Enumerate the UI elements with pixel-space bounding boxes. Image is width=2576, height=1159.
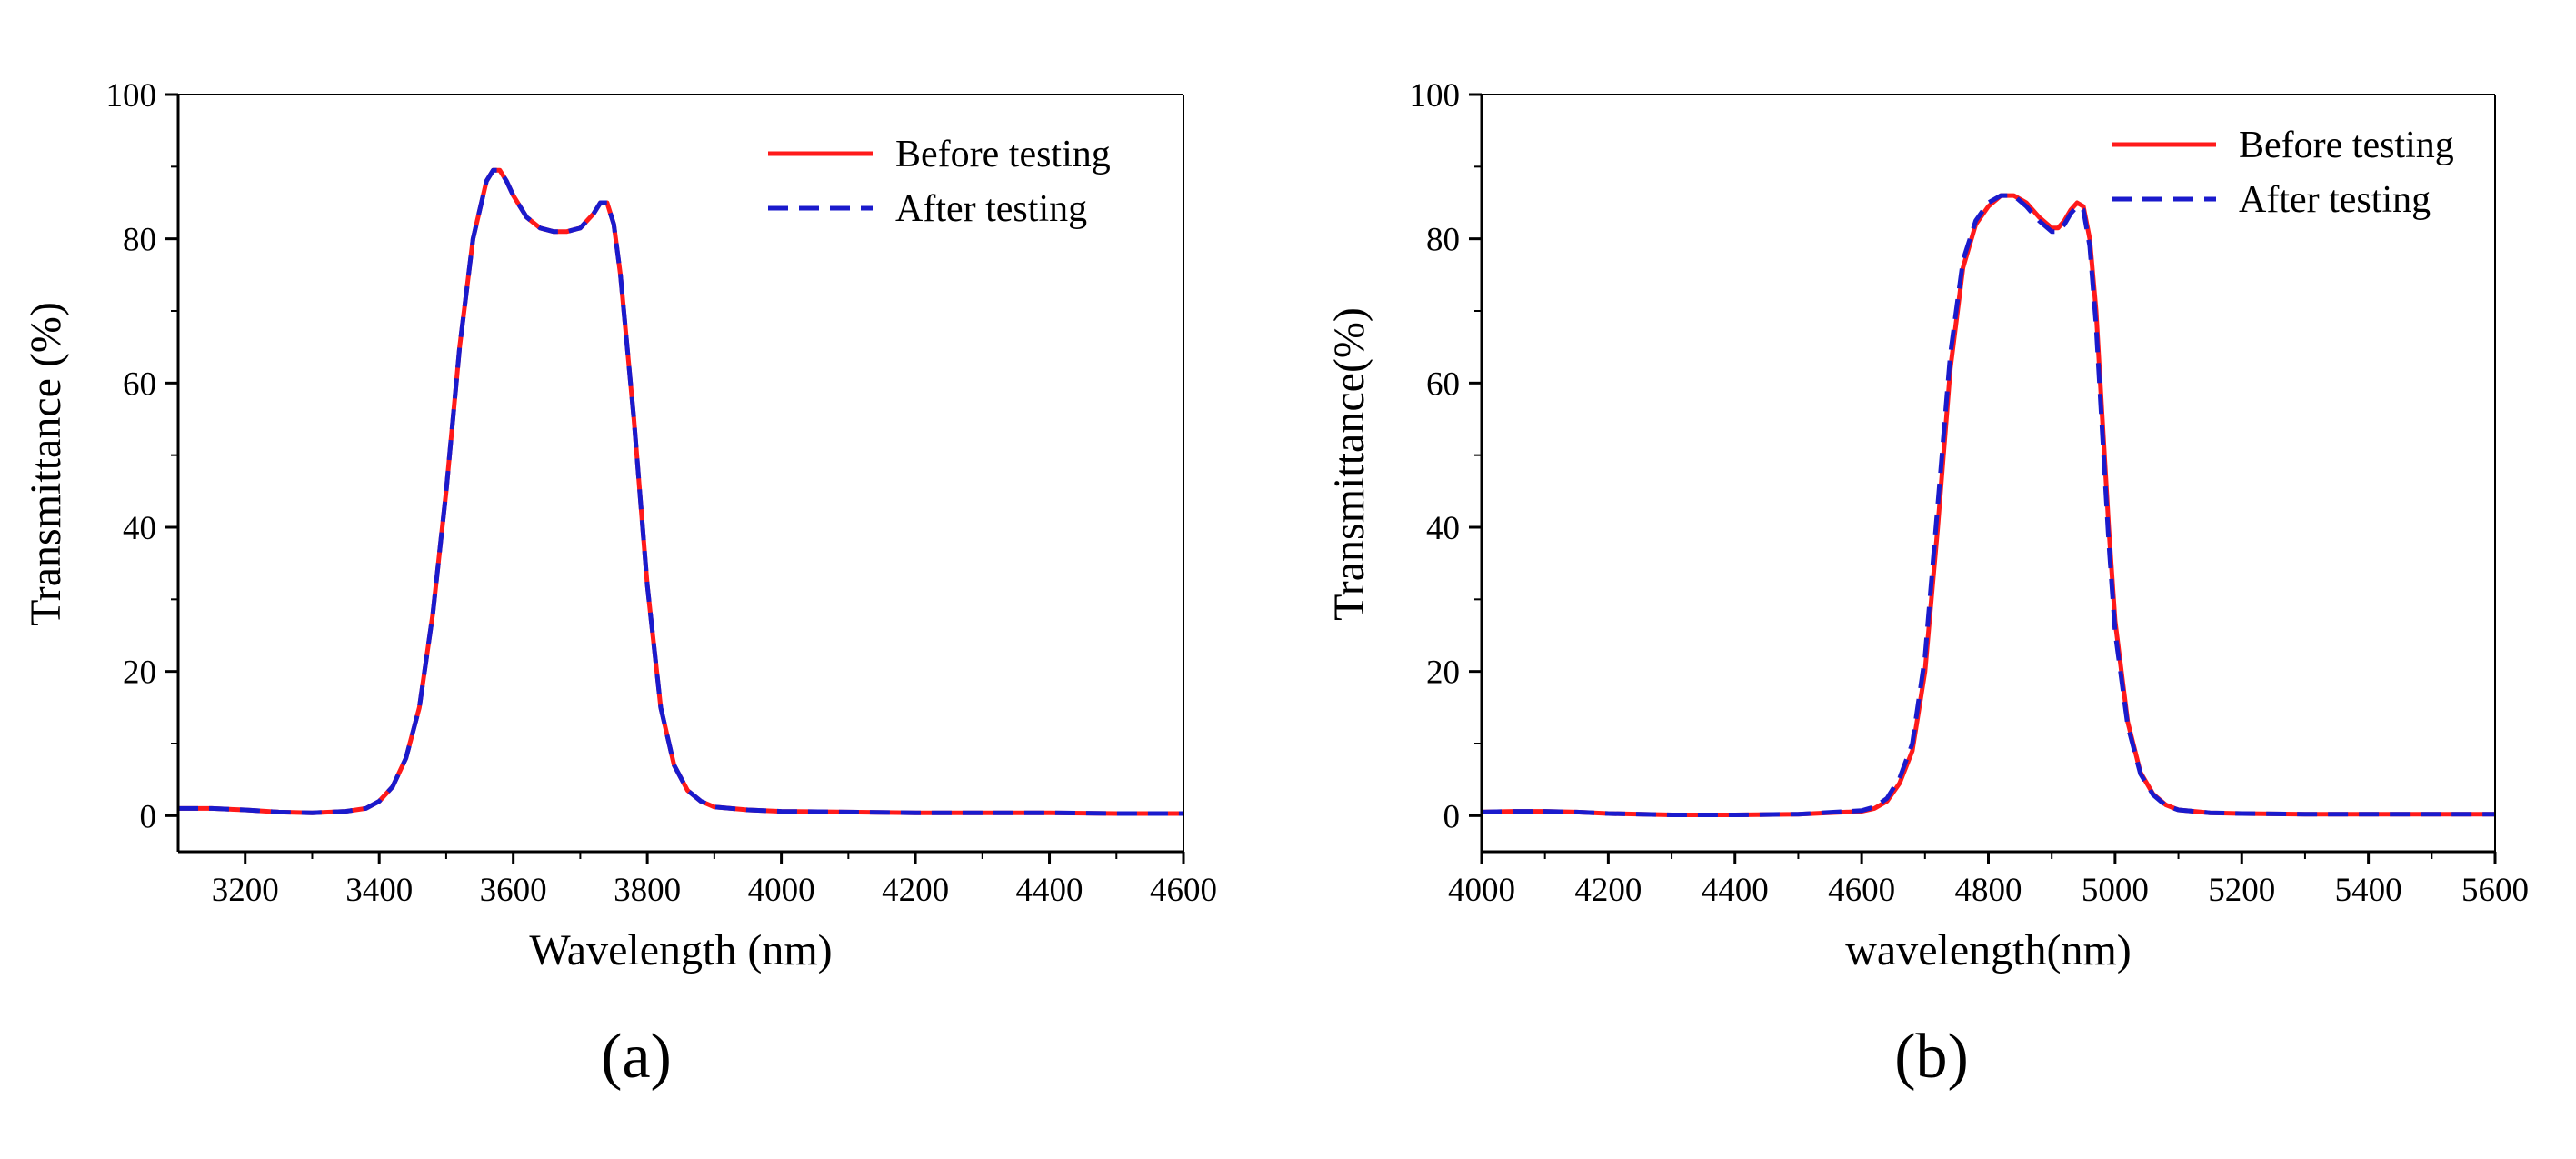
y-tick-label: 20: [123, 654, 156, 692]
x-tick-label: 4400: [1016, 872, 1083, 909]
y-tick-label: 100: [106, 77, 157, 115]
y-tick-label: 20: [1426, 654, 1460, 692]
panel-label: (b): [1894, 1022, 1969, 1092]
y-tick-label: 100: [1410, 77, 1461, 115]
x-tick-label: 5600: [2461, 872, 2529, 909]
x-tick-label: 5200: [2208, 872, 2275, 909]
legend-label: After testing: [895, 188, 1087, 230]
x-tick-label: 4200: [882, 872, 949, 909]
series-line-before-testing: [178, 167, 1183, 816]
x-tick-label: 4000: [1448, 872, 1515, 909]
y-tick-label: 0: [1443, 798, 1461, 835]
x-tick-label: 4200: [1574, 872, 1642, 909]
y-axis-title: Transmittance (%): [22, 302, 70, 626]
x-tick-label: 3400: [345, 872, 413, 909]
x-tick-label: 4600: [1150, 872, 1217, 909]
series-line-after-testing: [178, 167, 1183, 816]
x-tick-label: 3800: [614, 872, 681, 909]
y-tick-label: 60: [1426, 365, 1460, 403]
x-axis-title: wavelength(nm): [1845, 926, 2132, 974]
series-line-before-testing: [1482, 193, 2495, 817]
x-axis-title: Wavelength (nm): [529, 926, 832, 974]
y-tick-label: 0: [140, 798, 157, 835]
panel-a: 3200 3400 3600 3800 4000 4200 4400 4600 0 20 40 60 8…: [22, 77, 1217, 1092]
x-tick-label: 5000: [2082, 872, 2149, 909]
y-tick-label: 40: [1426, 510, 1460, 547]
y-tick-label: 80: [123, 222, 156, 259]
y-tick-label: 60: [123, 365, 156, 403]
x-tick-label: 4000: [748, 872, 815, 909]
legend-label: After testing: [2239, 179, 2431, 221]
series-line-after-testing: [1482, 193, 2495, 817]
legend-label: Before testing: [895, 134, 1111, 175]
x-tick-label: 4400: [1702, 872, 1769, 909]
panel-b: 4000 4200 4400 4600 4800 5000 5200 5400 5600 0 20 4…: [1325, 77, 2529, 1092]
x-tick-label: 3200: [212, 872, 279, 909]
legend-label: Before testing: [2239, 125, 2454, 166]
x-tick-label: 4600: [1828, 872, 1895, 909]
panel-label: (a): [601, 1022, 672, 1092]
y-tick-label: 80: [1426, 222, 1460, 259]
x-tick-label: 5400: [2335, 872, 2402, 909]
x-tick-label: 3600: [480, 872, 547, 909]
y-tick-label: 40: [123, 510, 156, 547]
y-axis-title: Transmittance(%): [1325, 307, 1373, 621]
x-tick-label: 4800: [1955, 872, 2022, 909]
